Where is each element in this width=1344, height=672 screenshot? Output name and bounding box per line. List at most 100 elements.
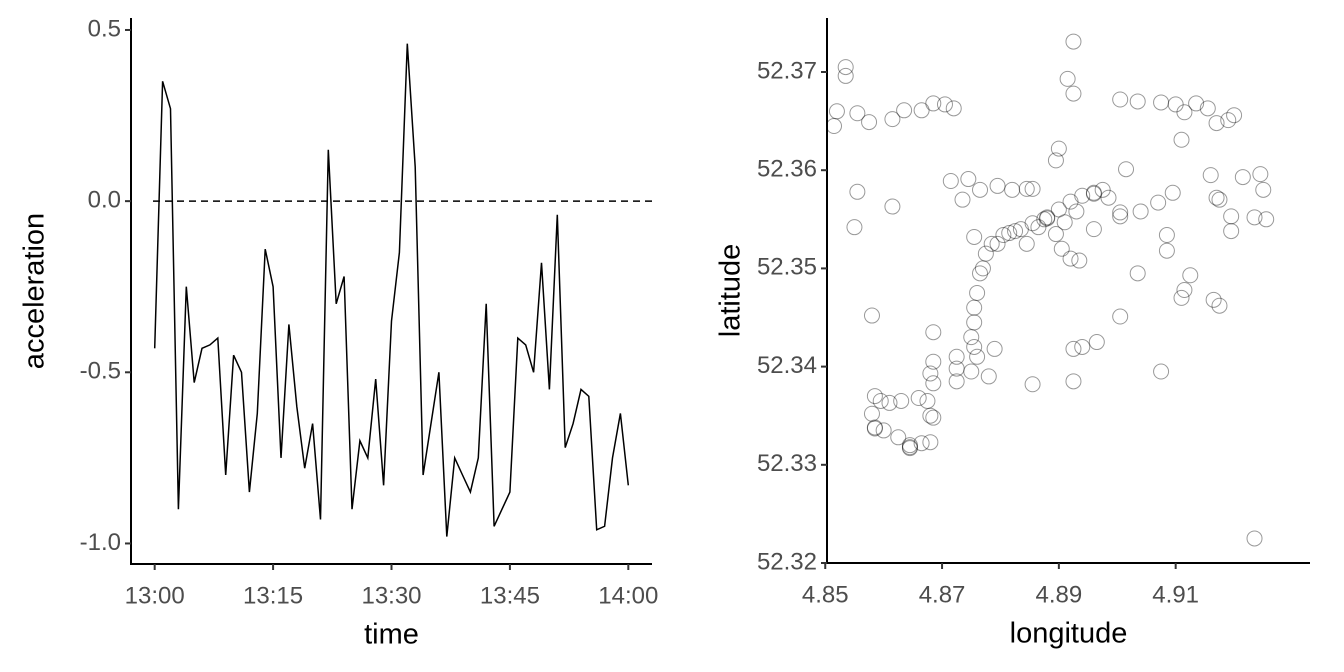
point — [922, 434, 939, 451]
point — [1018, 235, 1035, 252]
point — [922, 365, 939, 382]
point — [872, 392, 889, 409]
point — [901, 437, 918, 454]
point — [828, 103, 845, 120]
point — [925, 375, 942, 392]
point — [1024, 180, 1041, 197]
x-tick-label: 14:00 — [598, 582, 658, 609]
point — [1208, 115, 1225, 132]
point — [1112, 308, 1129, 325]
point — [863, 405, 880, 422]
point — [1129, 265, 1146, 282]
point — [837, 67, 854, 84]
x-tick-label: 13:30 — [361, 582, 421, 609]
point — [1004, 181, 1021, 198]
point — [1062, 193, 1079, 210]
point — [913, 102, 930, 119]
point — [1024, 215, 1041, 232]
point — [1234, 169, 1251, 186]
point — [1258, 211, 1275, 228]
point — [1164, 184, 1181, 201]
point — [948, 360, 965, 377]
point — [893, 392, 910, 409]
point — [966, 299, 983, 316]
point — [1223, 223, 1240, 240]
point — [995, 227, 1012, 244]
y-axis-title: acceleration — [19, 213, 51, 369]
x-axis-title: longitude — [1010, 618, 1128, 650]
point — [884, 198, 901, 215]
point — [901, 440, 918, 457]
point — [1132, 203, 1149, 220]
y-axis-title: latitude — [715, 244, 747, 338]
point — [925, 409, 942, 426]
point — [1176, 282, 1193, 299]
point — [1100, 189, 1117, 206]
x-tick-label: 13:15 — [243, 582, 303, 609]
point — [1173, 289, 1190, 306]
point — [919, 392, 936, 409]
y-tick-label: 52.33 — [757, 450, 817, 477]
point — [986, 340, 1003, 357]
point — [1202, 167, 1219, 184]
point — [1065, 340, 1082, 357]
point — [925, 353, 942, 370]
point — [1173, 131, 1190, 148]
point — [1211, 191, 1228, 208]
point — [884, 111, 901, 128]
point — [1056, 214, 1073, 231]
point — [1112, 91, 1129, 108]
point — [942, 173, 959, 190]
point — [972, 181, 989, 198]
point — [1094, 181, 1111, 198]
point — [966, 338, 983, 355]
point — [948, 373, 965, 390]
point — [966, 228, 983, 245]
point — [1085, 185, 1102, 202]
y-tick-label: 52.37 — [757, 57, 817, 84]
point — [901, 439, 918, 456]
point — [890, 429, 907, 446]
point — [1065, 33, 1082, 50]
point — [1226, 107, 1243, 124]
point — [974, 260, 991, 277]
point — [983, 235, 1000, 252]
x-tick-label: 4.87 — [919, 581, 966, 608]
point — [1129, 93, 1146, 110]
point — [826, 118, 843, 135]
point — [963, 329, 980, 346]
point — [960, 171, 977, 188]
point — [1153, 363, 1170, 380]
point — [1199, 100, 1216, 117]
x-tick-label: 13:45 — [480, 582, 540, 609]
point — [922, 407, 939, 424]
point — [881, 394, 898, 411]
point — [1050, 201, 1067, 218]
point — [936, 96, 953, 113]
point — [1208, 189, 1225, 206]
point — [1071, 252, 1088, 269]
y-tick-label: 52.34 — [757, 352, 817, 379]
point — [1223, 208, 1240, 225]
point — [1062, 250, 1079, 267]
point — [1205, 291, 1222, 308]
point — [1252, 166, 1269, 183]
point — [925, 324, 942, 341]
y-tick-label: 0.0 — [88, 186, 121, 213]
point — [1246, 530, 1263, 547]
point — [1220, 112, 1237, 129]
x-axis-title: time — [364, 619, 419, 651]
point — [969, 284, 986, 301]
point — [1150, 194, 1167, 211]
point — [1074, 187, 1091, 204]
point — [966, 314, 983, 331]
point — [1036, 211, 1053, 228]
point — [1112, 204, 1129, 221]
point — [1118, 161, 1135, 178]
point — [849, 183, 866, 200]
point — [1188, 95, 1205, 112]
point — [925, 95, 942, 112]
point — [969, 348, 986, 365]
point — [1158, 227, 1175, 244]
